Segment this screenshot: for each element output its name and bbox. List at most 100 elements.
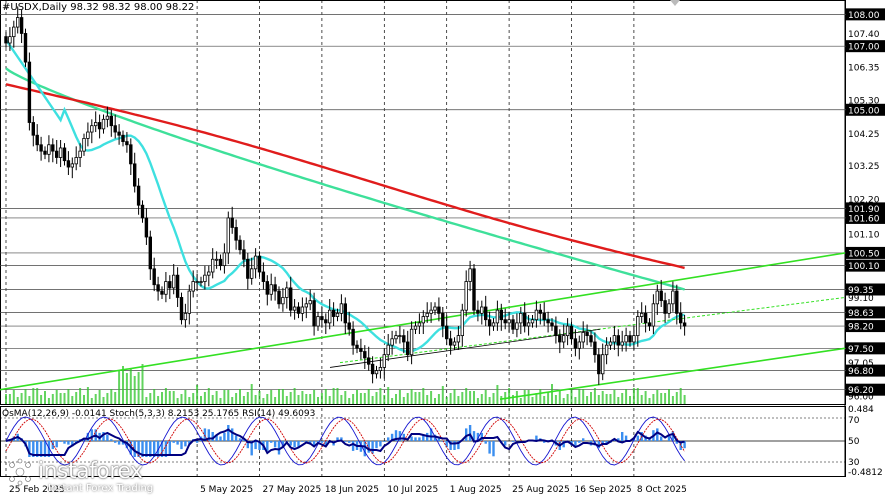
- osma-bar: [433, 434, 437, 441]
- osma-bar: [636, 435, 639, 441]
- osma-bar: [277, 441, 281, 455]
- candle-body: [4, 36, 8, 44]
- candle-body: [565, 325, 570, 337]
- volume-bar: [562, 398, 565, 404]
- candle-body: [651, 303, 656, 327]
- date-label: 5 May 2025: [200, 485, 253, 495]
- candle-body: [433, 306, 437, 311]
- osma-bar: [667, 435, 671, 441]
- candle-body: [39, 144, 43, 152]
- candle-body: [324, 319, 328, 324]
- price-label: 101.60: [848, 214, 880, 224]
- candle-body: [35, 134, 39, 146]
- volume-bar: [106, 393, 109, 404]
- candle-body: [643, 312, 648, 324]
- volume-bar: [437, 394, 440, 404]
- candle-body: [460, 309, 464, 337]
- volume-bar: [129, 369, 132, 404]
- candle-body: [19, 17, 24, 34]
- volume-bar: [114, 392, 117, 404]
- osma-bar: [383, 441, 386, 442]
- osma-bar: [215, 434, 218, 441]
- candle-body: [343, 303, 347, 324]
- candle-body: [682, 322, 687, 327]
- osma-bar: [43, 441, 47, 457]
- osma-bar: [574, 441, 577, 448]
- date-label: 1 Aug 2025: [450, 485, 502, 495]
- candle-body: [370, 363, 375, 375]
- price-label: 97.05: [848, 359, 874, 369]
- osma-bar: [270, 441, 273, 443]
- candle-body: [51, 144, 55, 152]
- volume-bar: [578, 389, 581, 404]
- candle-body: [156, 284, 160, 292]
- volume-bar: [648, 398, 651, 404]
- price-label: 98.63: [848, 309, 874, 319]
- osma-bar: [250, 441, 253, 456]
- volume-bar: [32, 388, 35, 404]
- volume-bar: [395, 394, 397, 404]
- volume-bar: [570, 390, 573, 404]
- volume-bar: [445, 397, 448, 404]
- osma-bar: [605, 441, 608, 445]
- osma-bar: [164, 441, 168, 457]
- volume-bar: [59, 393, 62, 404]
- volume-bar: [215, 391, 218, 404]
- candle-body: [66, 160, 71, 168]
- candle-body: [148, 236, 152, 270]
- volume-bar: [352, 394, 355, 404]
- indicator-title: OsMA(12,26,9) -0.0141 Stoch(5,3,3) 8.215…: [2, 409, 316, 419]
- price-label: 102.20: [848, 195, 880, 205]
- candle-body: [62, 147, 67, 162]
- osma-bar: [297, 441, 300, 448]
- price-label: 108.00: [848, 11, 880, 21]
- volume-bar: [328, 396, 331, 404]
- osma-bar: [418, 437, 421, 441]
- volume-bar: [44, 391, 46, 404]
- volume-bar: [153, 389, 156, 404]
- price-label: 100.50: [848, 249, 880, 259]
- osma-bar: [480, 432, 483, 441]
- candle-body: [132, 163, 137, 187]
- candle-body: [437, 306, 441, 314]
- candle-body: [608, 341, 613, 346]
- volume-bar: [535, 393, 538, 404]
- osma-bar: [504, 441, 507, 446]
- candle-body: [249, 268, 254, 279]
- stoch-main-line: [5, 416, 685, 466]
- candle-body: [612, 335, 617, 343]
- volume-bar: [476, 398, 479, 404]
- candle-body: [140, 204, 145, 219]
- price-label-box: [846, 8, 885, 21]
- osma-bar: [484, 441, 487, 444]
- price-label-box: [846, 283, 885, 296]
- price-label-box: [846, 383, 885, 396]
- osma-bar: [149, 441, 152, 457]
- ma-144-line: [5, 67, 685, 291]
- date-label: 25 Aug 2025: [512, 485, 570, 495]
- osma-bar: [457, 441, 460, 450]
- osma-bar: [441, 441, 444, 442]
- volume-bar: [219, 398, 222, 404]
- candle-body: [179, 297, 184, 321]
- volume-bar: [457, 396, 460, 404]
- volume-bar: [383, 395, 386, 404]
- candle-body: [277, 290, 281, 305]
- volume-bar: [629, 396, 631, 404]
- candle-body: [117, 131, 121, 136]
- volume-bar: [387, 387, 390, 404]
- price-label-box: [846, 246, 885, 259]
- price-label: 96.80: [848, 367, 874, 377]
- osma-bar: [656, 428, 659, 441]
- osma-bar: [36, 441, 39, 457]
- indicator-label: 50: [848, 437, 860, 447]
- price-label: 105.00: [848, 106, 880, 116]
- volume-bar: [582, 389, 585, 404]
- volume-bar: [266, 394, 269, 404]
- candle-body: [164, 281, 168, 295]
- volume-bar: [86, 387, 89, 404]
- volume-bar: [51, 394, 54, 404]
- candle-body: [210, 258, 215, 273]
- volume-bar: [223, 390, 226, 404]
- candle-body: [464, 281, 468, 311]
